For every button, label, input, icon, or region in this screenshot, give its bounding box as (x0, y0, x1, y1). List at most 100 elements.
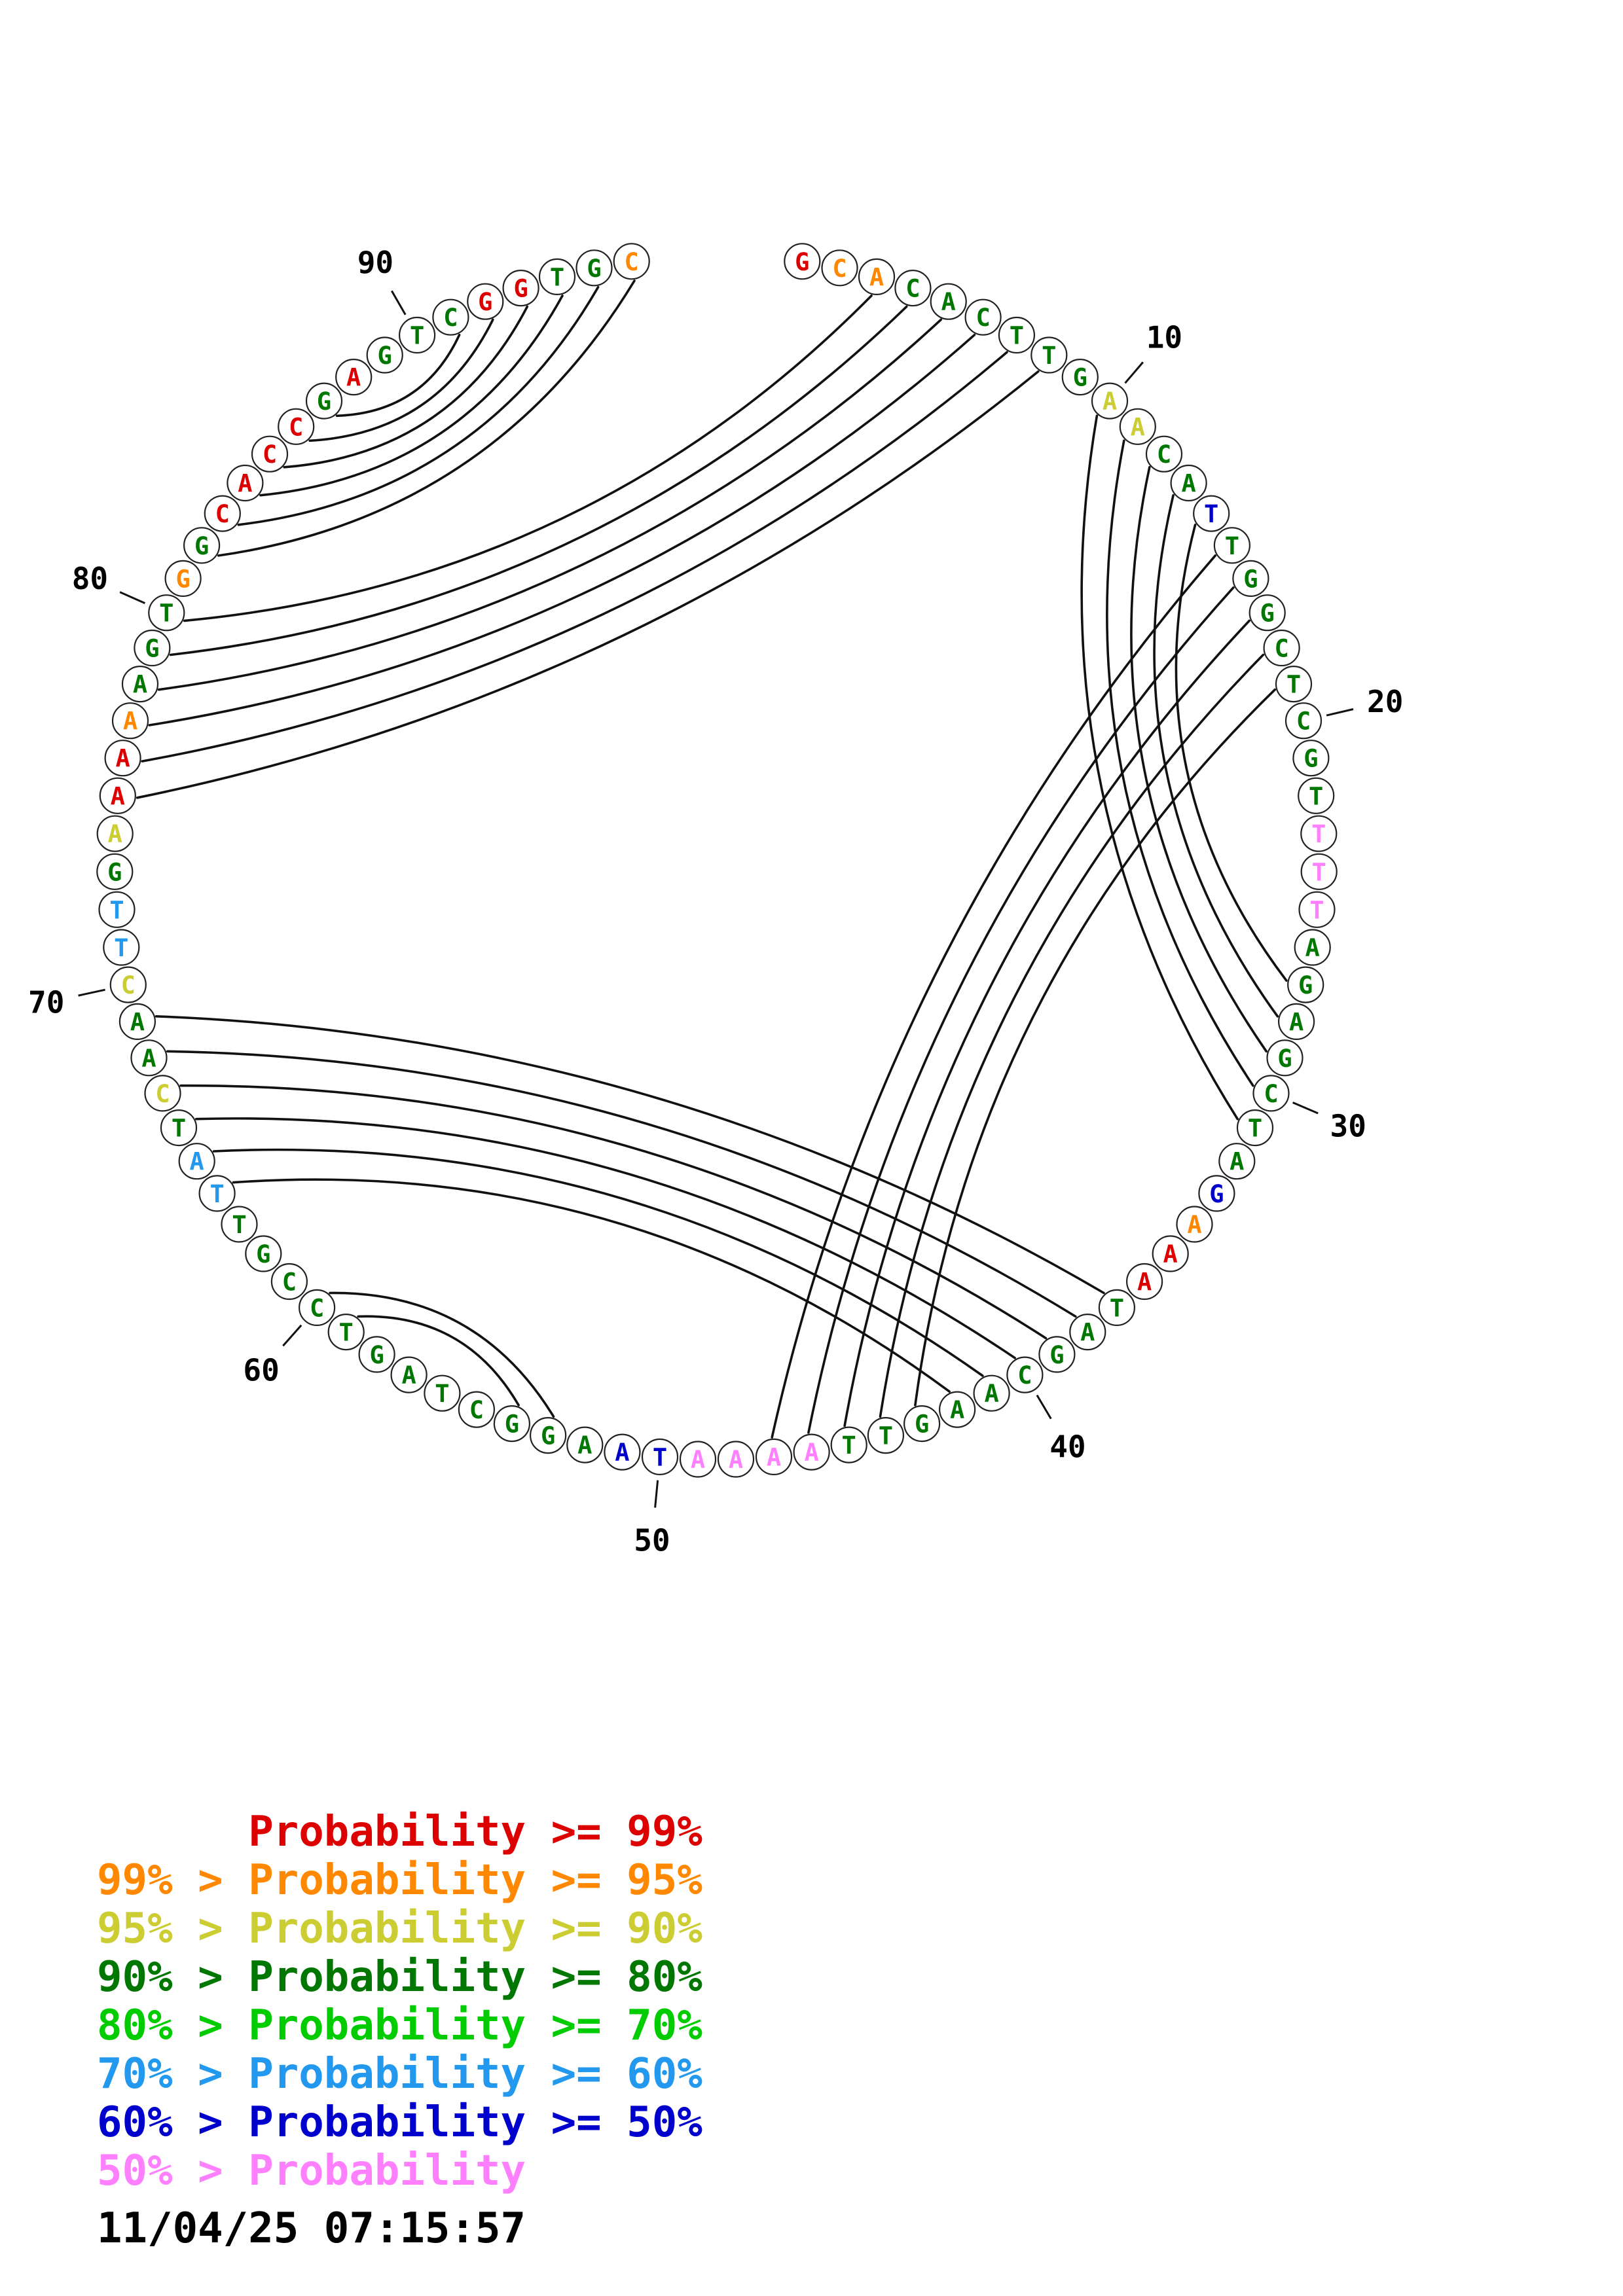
nucleotide-letter: T (159, 600, 173, 628)
nucleotide-ring (858, 258, 896, 295)
nucleotide-letter: C (1274, 635, 1288, 663)
base-pair-arc (1153, 493, 1279, 1018)
base-pair-arc (166, 1050, 1077, 1318)
base-pair-arc (1175, 524, 1288, 982)
nucleotide-ring (604, 1433, 641, 1471)
nucleotide-letter: A (577, 1431, 592, 1460)
nucleotide-ring (1236, 1109, 1274, 1147)
nucleotide: C (1252, 1075, 1290, 1112)
nucleotide: G (1266, 1039, 1304, 1077)
position-label: 80 (72, 561, 108, 596)
legend-line: 90% > Probability >= 80% (97, 1953, 702, 2001)
nucleotide-letter: T (109, 896, 124, 924)
nucleotide-letter: A (346, 364, 361, 392)
nucleotide-letter: C (1157, 440, 1171, 469)
nucleotide: A (938, 1391, 976, 1428)
nucleotide-ring (1232, 560, 1269, 598)
nucleotide: T (1098, 1289, 1136, 1327)
nucleotide-ring (1263, 629, 1300, 667)
nucleotide-ring (1249, 594, 1286, 632)
nucleotide-letter: C (155, 1080, 170, 1108)
nucleotide: A (227, 464, 264, 502)
nucleotide: T (327, 1313, 365, 1351)
nucleotide: T (160, 1109, 198, 1147)
nucleotide-ring (529, 1417, 567, 1454)
nucleotide-letter: G (513, 275, 528, 303)
nucleotide-letter: A (615, 1439, 629, 1467)
nucleotide-ring (398, 316, 436, 354)
nucleotide-ring (148, 594, 185, 632)
nucleotide-ring (1218, 1143, 1256, 1180)
legend-line: 50% > Probability (97, 2147, 526, 2195)
nucleotide: G (529, 1417, 567, 1454)
nucleotide-letter: C (282, 1268, 297, 1297)
nucleotide-ring (1287, 966, 1324, 1003)
nucleotide-ring (1038, 1336, 1076, 1373)
nucleotide-letter: A (108, 820, 122, 848)
nucleotide-ring (964, 298, 1002, 336)
position-tick (654, 1480, 659, 1508)
nucleotide: A (717, 1441, 755, 1478)
nucleotide: A (1294, 929, 1331, 966)
nucleotide-letter: A (130, 1008, 145, 1036)
position-tick (1124, 361, 1144, 384)
nucleotide: T (1300, 815, 1338, 852)
nucleotide-letter: C (289, 413, 303, 441)
nucleotide: G (183, 527, 221, 564)
nucleotide-letter: C (263, 440, 277, 469)
nucleotide-ring (1294, 929, 1331, 966)
base-pair-arc (843, 619, 1250, 1427)
nucleotide-ring (641, 1438, 679, 1475)
position-label: 90 (357, 245, 393, 280)
nucleotide-ring (1119, 408, 1156, 445)
nucleotide: T (424, 1374, 461, 1412)
nucleotide: G (245, 1235, 282, 1272)
nucleotide: G (358, 1336, 395, 1373)
base-pair-arc (212, 1148, 984, 1377)
nucleotide-letter: G (795, 248, 809, 276)
nucleotide-letter: G (1073, 364, 1087, 392)
rna-circle-plot: G C A C ACTTGAACATTGGCTCGTTTTAGAGCTAGAAATAGC… (28, 243, 1403, 1558)
base-pair-arc (1080, 414, 1239, 1121)
nucleotide: G (903, 1405, 941, 1443)
nucleotide: C (204, 495, 241, 532)
nucleotide-ring (111, 702, 149, 740)
nucleotide: G (467, 283, 504, 320)
legend-line: 60% > Probability >= 50% (97, 2098, 702, 2147)
base-pair-arc (259, 295, 564, 497)
nucleotide-letter: A (190, 1148, 204, 1176)
position-tick (119, 591, 146, 604)
nucleotide-ring (144, 1075, 181, 1112)
nucleotide-ring (160, 1109, 198, 1147)
nucleotide-letter: C (625, 248, 639, 276)
nucleotide-letter: G (1260, 600, 1275, 628)
nucleotide-ring (1091, 382, 1129, 420)
nucleotide-letter: T (1286, 671, 1301, 699)
nucleotide: C (1145, 435, 1183, 473)
nucleotide-ring (1275, 665, 1313, 703)
nucleotide: A (335, 358, 373, 396)
nucleotide-letter: G (317, 387, 331, 416)
nucleotide-ring (1266, 1039, 1304, 1077)
nucleotide-ring (1298, 777, 1335, 814)
nucleotide: C (251, 435, 289, 473)
nucleotide-letter: T (232, 1211, 246, 1239)
nucleotide-ring (1300, 853, 1338, 890)
nucleotide: A (96, 815, 134, 852)
nucleotide-letter: C (1017, 1361, 1032, 1390)
base-pair-arc (283, 305, 529, 469)
nucleotide: G (502, 270, 539, 307)
nucleotide: A (390, 1356, 428, 1393)
nucleotide: C (1263, 629, 1300, 667)
nucleotide: A (1125, 1263, 1163, 1300)
nucleotide-letter: T (1311, 820, 1326, 848)
nucleotide-ring (104, 740, 141, 777)
nucleotide: T (1193, 495, 1230, 532)
legend-line: 70% > Probability >= 60% (97, 2050, 702, 2098)
position-label: 50 (634, 1522, 670, 1558)
nucleotide: A (858, 258, 896, 295)
nucleotide-ring (784, 243, 821, 280)
nucleotide-ring (358, 1336, 395, 1373)
nucleotide-letter: C (976, 304, 990, 332)
nucleotide: C (1006, 1356, 1044, 1393)
